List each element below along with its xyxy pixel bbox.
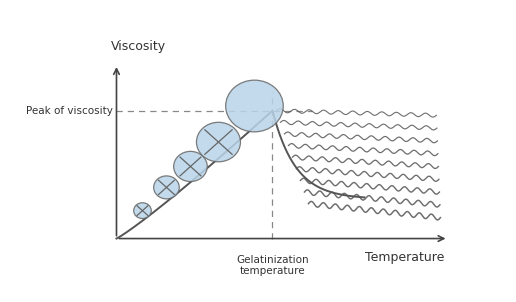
Text: Temperature: Temperature — [365, 251, 444, 264]
Ellipse shape — [174, 151, 207, 182]
Ellipse shape — [154, 176, 179, 199]
Ellipse shape — [134, 203, 151, 219]
Ellipse shape — [197, 122, 240, 162]
Ellipse shape — [225, 80, 283, 132]
Text: Gelatinization
temperature: Gelatinization temperature — [236, 255, 309, 276]
Text: Viscosity: Viscosity — [111, 40, 166, 53]
Text: Peak of viscosity: Peak of viscosity — [26, 106, 112, 116]
